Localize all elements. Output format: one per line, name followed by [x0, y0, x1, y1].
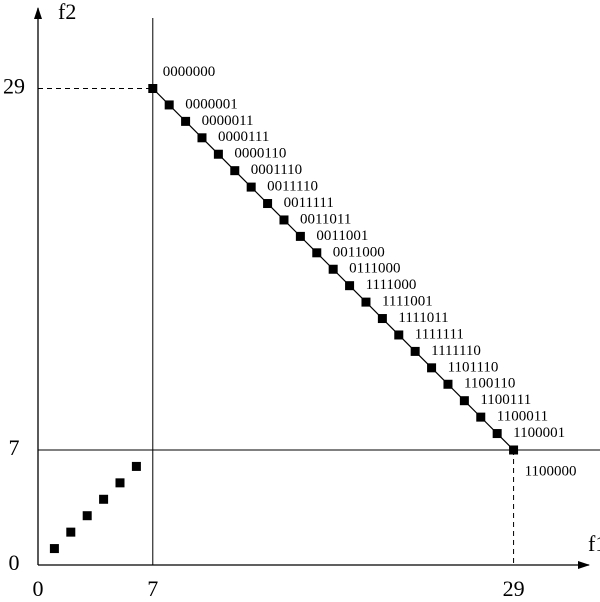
point-label: 1100110: [464, 376, 515, 392]
y-tick-label: 7: [9, 435, 20, 460]
point: [492, 429, 502, 439]
point-label: 1101110: [448, 359, 499, 375]
point: [181, 116, 191, 126]
point: [328, 264, 338, 274]
y-tick-label: 0: [9, 550, 20, 575]
x-axis-label: f1: [588, 531, 600, 556]
point-label: 1111110: [431, 343, 481, 359]
point-label: 0001110: [251, 162, 302, 178]
point: [213, 149, 223, 159]
point-label: 1111111: [415, 326, 464, 342]
point: [115, 478, 125, 488]
point-label: 0011110: [267, 179, 318, 195]
point-label: 0000000: [163, 64, 216, 80]
point-label: 0000001: [185, 96, 238, 112]
x-tick-label: 0: [33, 576, 44, 601]
point: [82, 511, 92, 521]
point: [99, 494, 109, 504]
point-label: 0011011: [300, 211, 351, 227]
point-label: 0011111: [284, 195, 334, 211]
point: [197, 133, 207, 143]
point-label: 0000011: [202, 113, 254, 129]
point-label: 1100111: [480, 392, 531, 408]
point: [263, 199, 273, 209]
point-label: 1100001: [513, 425, 565, 441]
point: [230, 166, 240, 176]
point-label: 1111011: [398, 310, 448, 326]
point: [509, 445, 519, 455]
point: [361, 297, 371, 307]
point: [377, 314, 387, 324]
point: [427, 363, 437, 373]
point: [164, 100, 174, 110]
point: [476, 412, 486, 422]
point: [410, 346, 420, 356]
point-label: 0000111: [218, 129, 269, 145]
point-label: 1100000: [525, 463, 577, 479]
point-label: 0011001: [316, 228, 368, 244]
x-tick-label: 7: [147, 576, 158, 601]
point: [279, 215, 289, 225]
point: [312, 248, 322, 258]
point: [66, 527, 76, 537]
point: [345, 281, 355, 291]
y-tick-label: 29: [3, 74, 25, 99]
point: [246, 182, 256, 192]
point: [131, 461, 141, 471]
point-label: 0011000: [333, 244, 385, 260]
point: [443, 379, 453, 389]
point: [148, 84, 158, 94]
point: [295, 231, 305, 241]
point: [49, 544, 59, 554]
point-label: 1111001: [382, 294, 433, 310]
y-axis-label: f2: [58, 0, 76, 24]
x-tick-label: 29: [503, 576, 525, 601]
point-label: 0000110: [234, 146, 286, 162]
point-label: 1100011: [497, 409, 548, 425]
point: [394, 330, 404, 340]
point-label: 0111000: [349, 261, 400, 277]
point-label: 1111000: [366, 277, 417, 293]
point: [459, 396, 469, 406]
